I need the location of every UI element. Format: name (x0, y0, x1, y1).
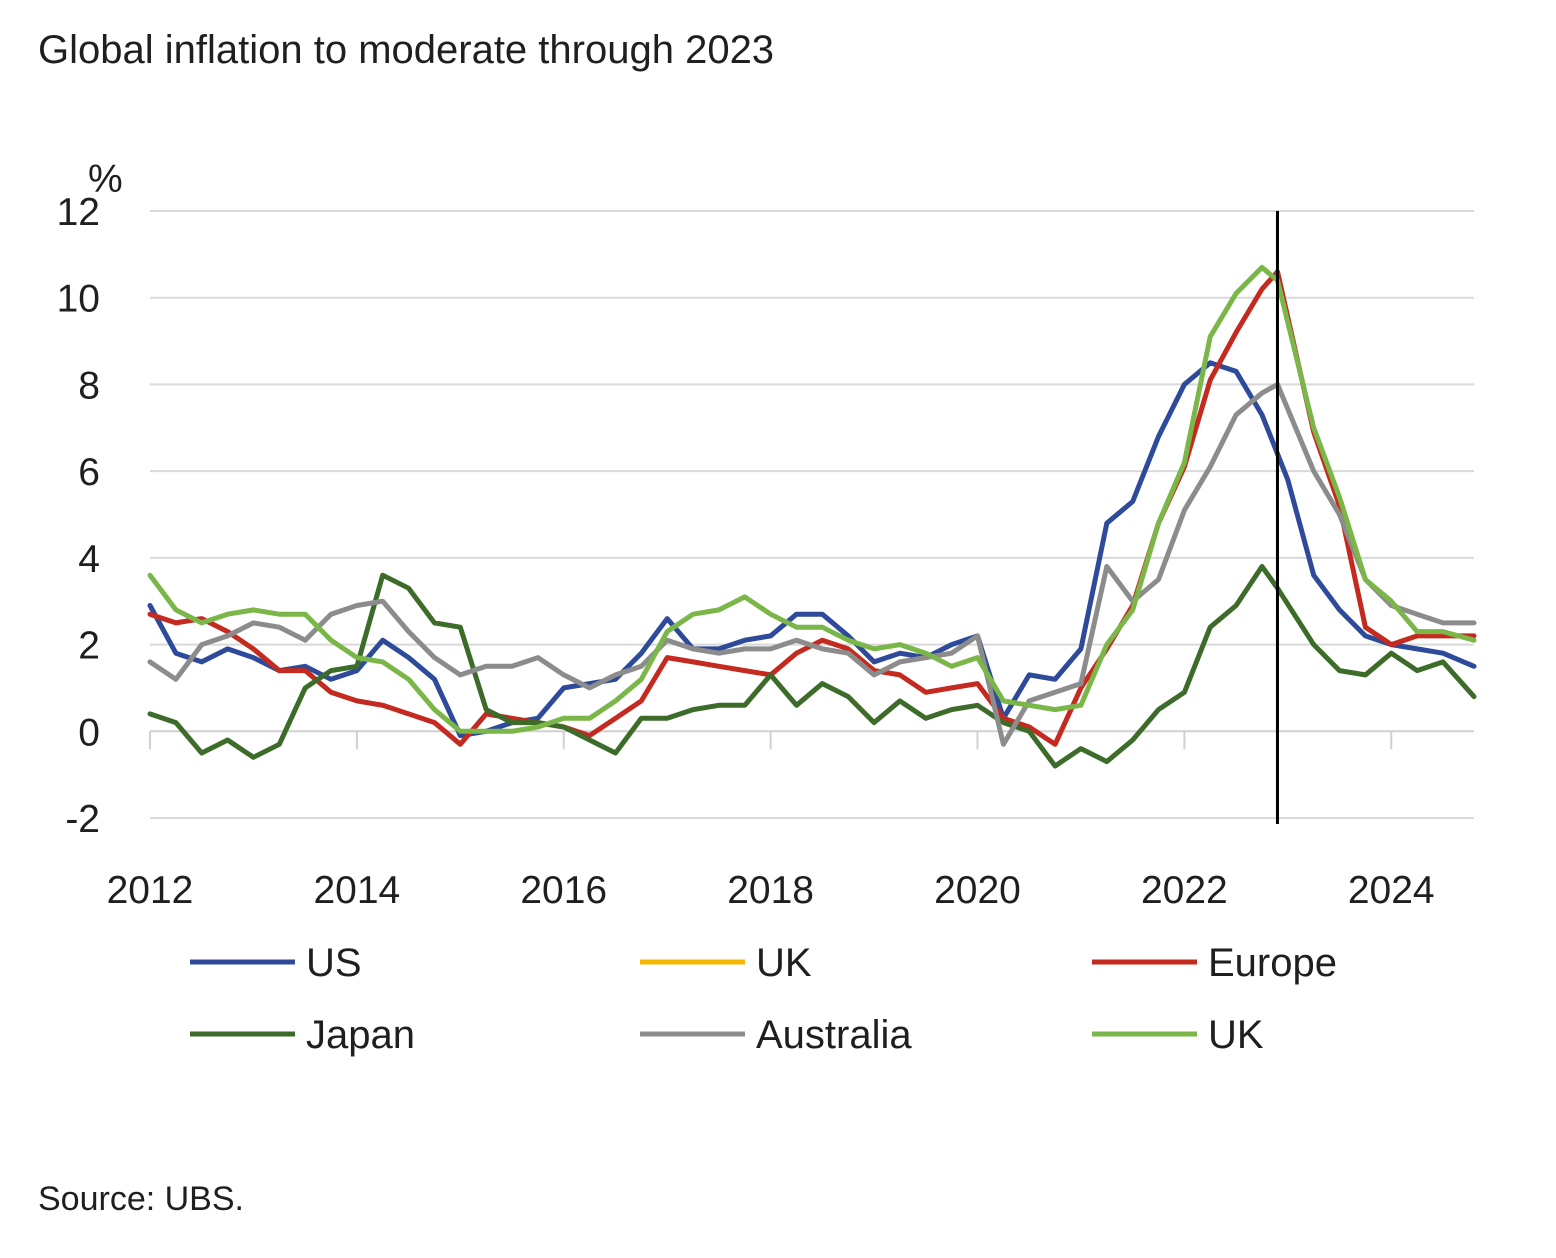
legend-label: Europe (1208, 941, 1337, 985)
y-tick-label: 6 (78, 451, 100, 494)
x-tick-label: 2024 (1348, 869, 1435, 912)
y-tick-label: 12 (57, 191, 100, 234)
series-line-japan (147, 564, 1477, 769)
source-note: Source: UBS. (38, 1180, 244, 1218)
y-tick-label: 0 (78, 711, 100, 754)
y-axis-label: % (88, 158, 123, 201)
series-line-australia (147, 381, 1477, 747)
legend-label: Japan (306, 1013, 415, 1057)
x-tick-label: 2018 (727, 869, 814, 912)
x-tick-label: 2016 (520, 869, 607, 912)
legend-label: UK (1208, 1013, 1264, 1057)
legend: US UK Europe Japan Australia UK (190, 941, 1337, 1057)
x-tick-label: 2020 (934, 869, 1021, 912)
x-tick-label: 2014 (313, 869, 400, 912)
y-tick-label: 4 (78, 538, 100, 581)
y-tick-label: 2 (78, 625, 100, 668)
y-tick-label: -2 (65, 798, 100, 841)
x-tick-label: 2012 (107, 869, 194, 912)
y-tick-label: 10 (57, 278, 100, 321)
x-axis-ticks: 2012 2014 2016 2018 2020 2022 2024 (107, 731, 1435, 912)
series-line-uk-green (147, 264, 1477, 734)
grid (150, 210, 1474, 819)
legend-label: Australia (756, 1013, 912, 1057)
y-tick-label: 8 (78, 364, 100, 407)
series-lines (147, 264, 1477, 769)
x-tick-label: 2022 (1141, 869, 1228, 912)
legend-label: UK (756, 941, 812, 985)
series-line-us (147, 360, 1477, 739)
y-axis-ticks: -2 0 2 4 6 8 10 12 (57, 191, 100, 841)
legend-label: US (306, 941, 362, 985)
chart-title: Global inflation to moderate through 202… (38, 28, 775, 72)
